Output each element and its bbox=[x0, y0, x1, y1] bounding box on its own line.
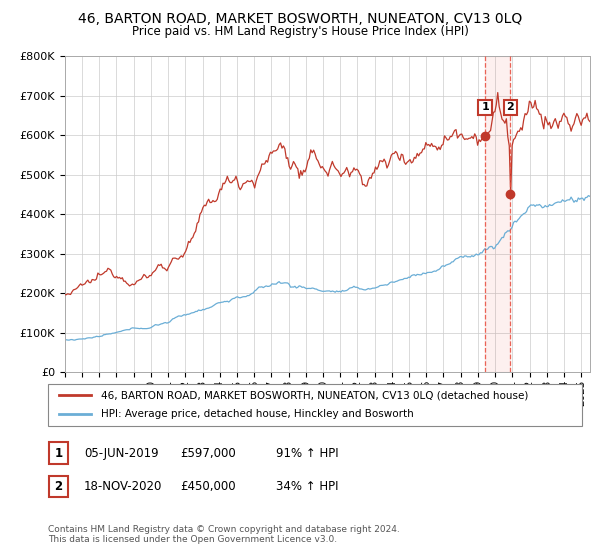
Text: 05-JUN-2019: 05-JUN-2019 bbox=[84, 446, 158, 460]
Text: £450,000: £450,000 bbox=[180, 480, 236, 493]
Text: 34% ↑ HPI: 34% ↑ HPI bbox=[276, 480, 338, 493]
Text: £597,000: £597,000 bbox=[180, 446, 236, 460]
Text: HPI: Average price, detached house, Hinckley and Bosworth: HPI: Average price, detached house, Hinc… bbox=[101, 409, 414, 419]
Bar bbox=[485, 56, 510, 372]
Text: 2: 2 bbox=[506, 102, 514, 113]
FancyBboxPatch shape bbox=[49, 442, 68, 464]
Text: 91% ↑ HPI: 91% ↑ HPI bbox=[276, 446, 338, 460]
Text: 1: 1 bbox=[55, 446, 62, 460]
FancyBboxPatch shape bbox=[48, 384, 582, 426]
Text: 2: 2 bbox=[55, 480, 62, 493]
Text: Price paid vs. HM Land Registry's House Price Index (HPI): Price paid vs. HM Land Registry's House … bbox=[131, 25, 469, 38]
Text: 46, BARTON ROAD, MARKET BOSWORTH, NUNEATON, CV13 0LQ: 46, BARTON ROAD, MARKET BOSWORTH, NUNEAT… bbox=[78, 12, 522, 26]
FancyBboxPatch shape bbox=[49, 476, 68, 497]
Text: Contains HM Land Registry data © Crown copyright and database right 2024.
This d: Contains HM Land Registry data © Crown c… bbox=[48, 525, 400, 544]
Text: 18-NOV-2020: 18-NOV-2020 bbox=[84, 480, 163, 493]
Text: 46, BARTON ROAD, MARKET BOSWORTH, NUNEATON, CV13 0LQ (detached house): 46, BARTON ROAD, MARKET BOSWORTH, NUNEAT… bbox=[101, 390, 529, 400]
Text: 1: 1 bbox=[481, 102, 489, 113]
